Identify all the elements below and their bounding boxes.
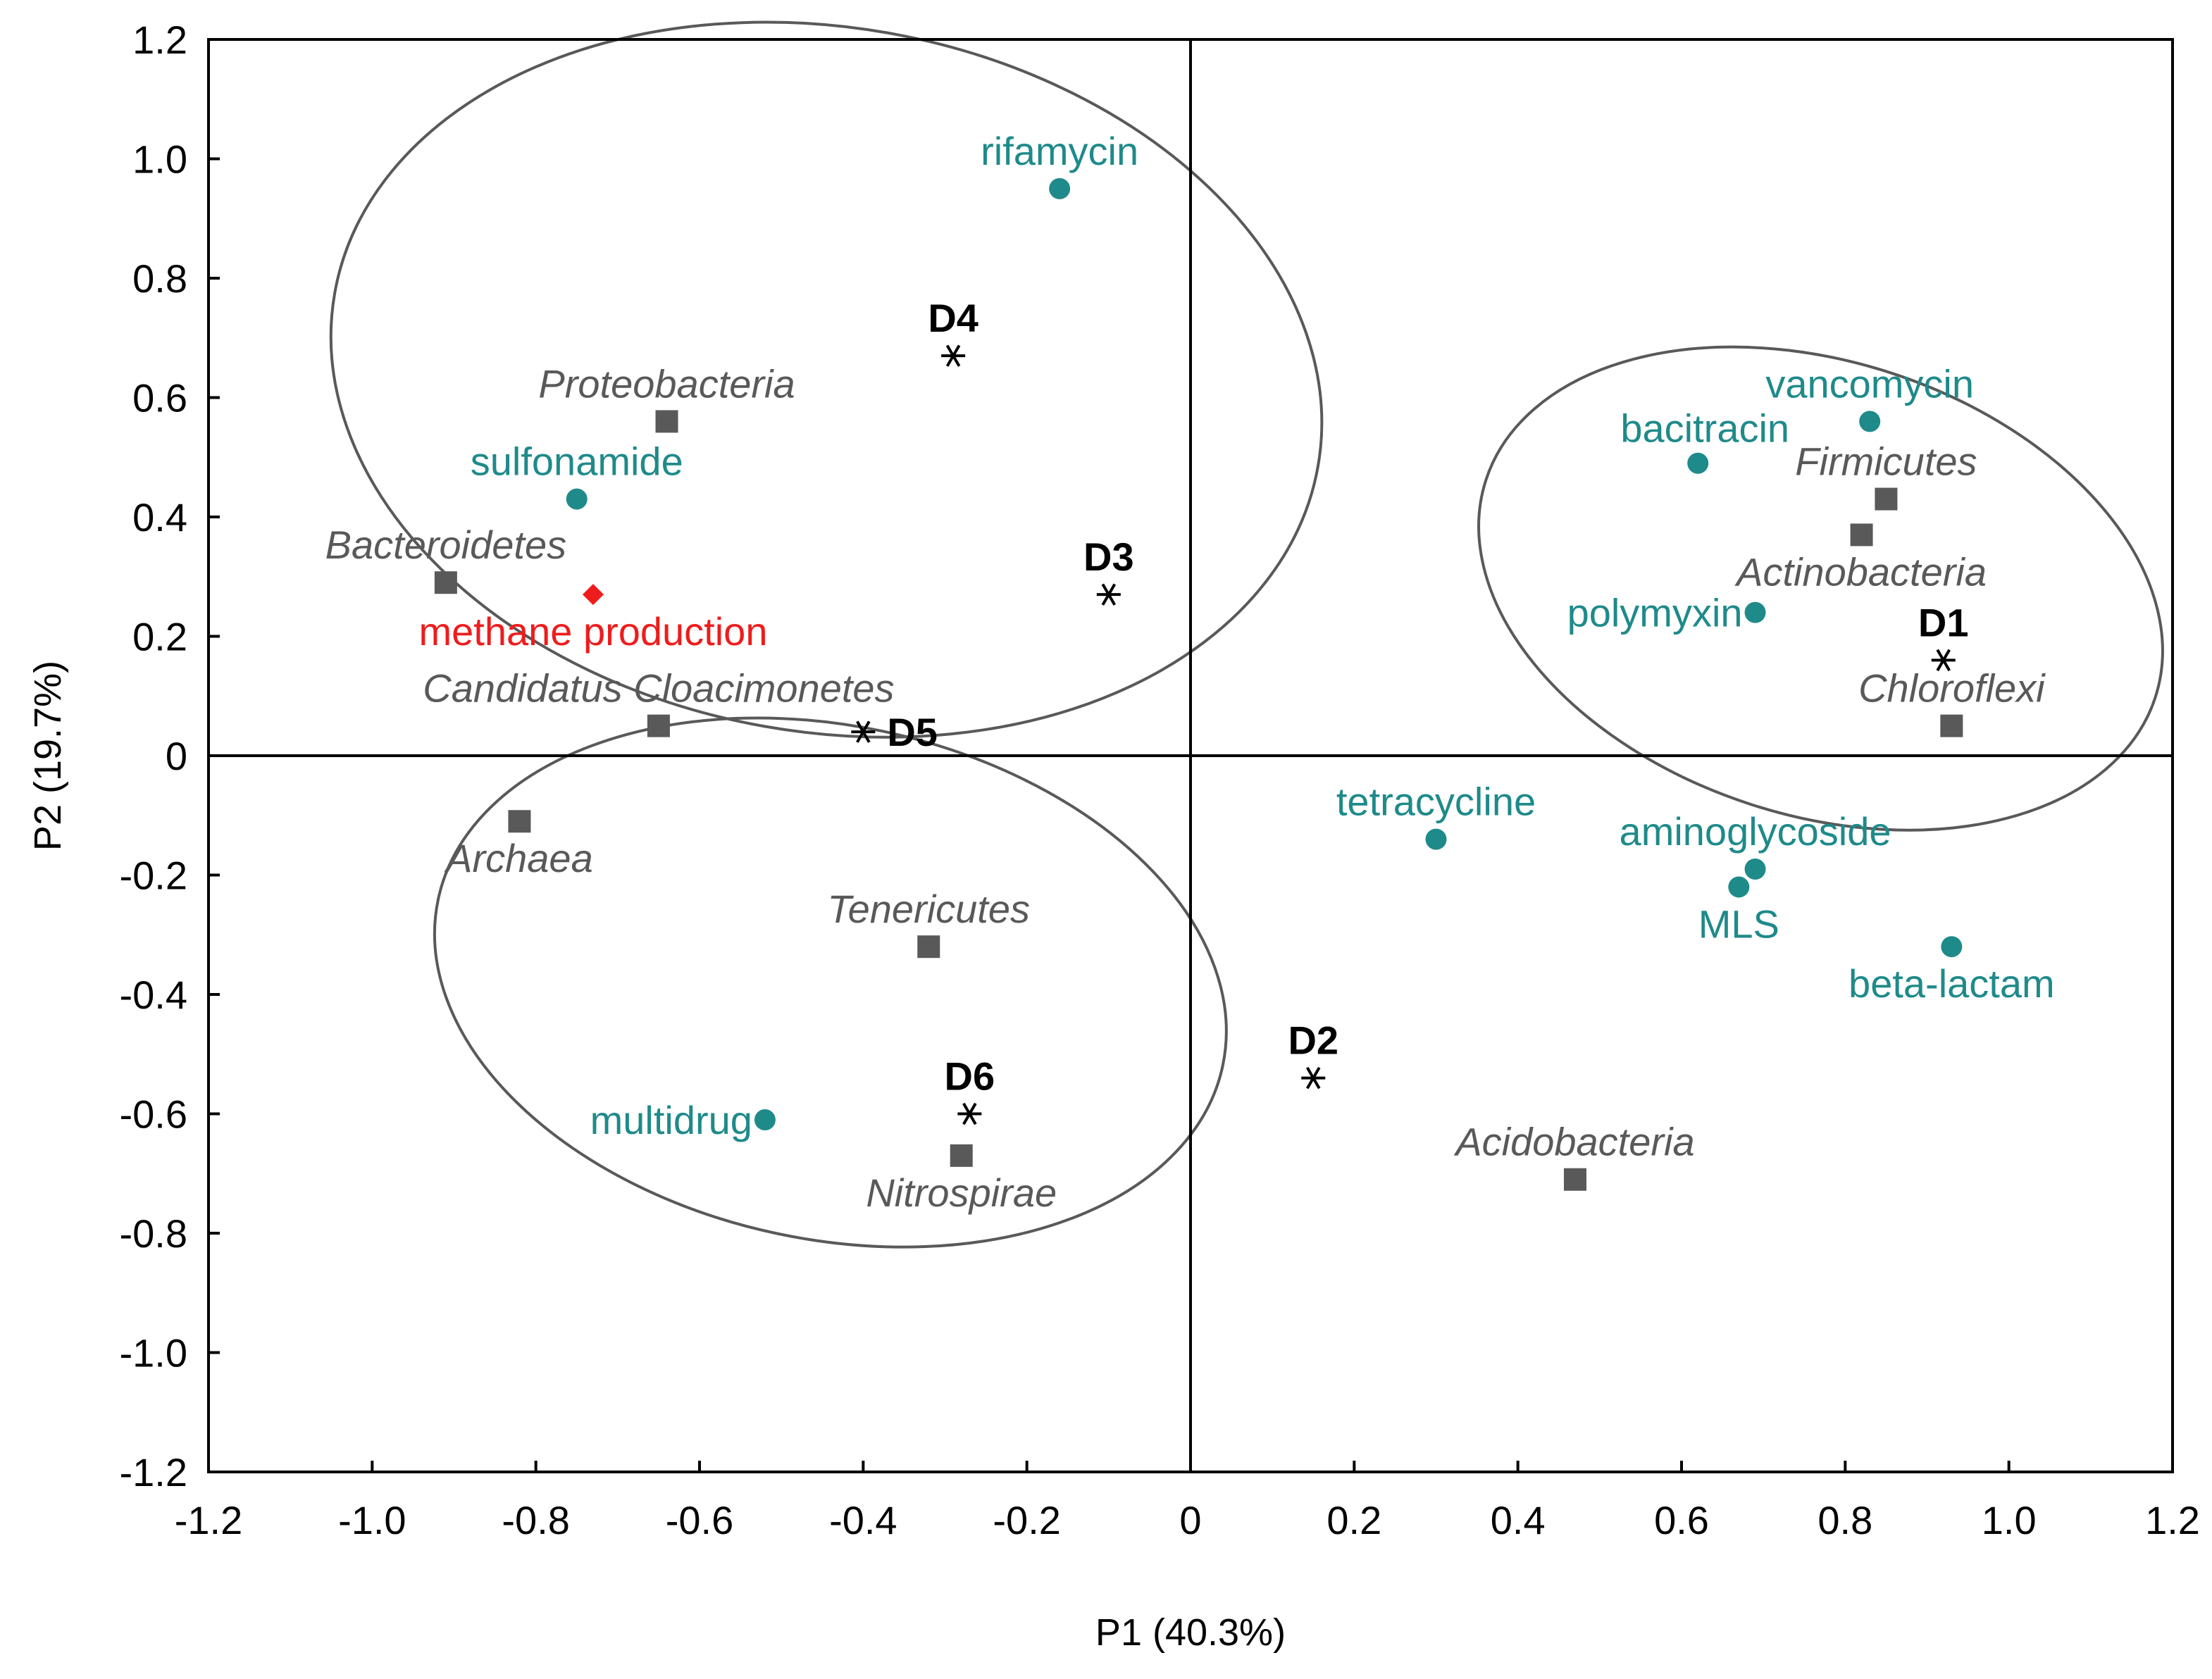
data-points: Proteobacteria Bacteroidetes Candidatus Cl… <box>325 129 2055 1215</box>
taxon-marker <box>1940 714 1963 737</box>
x-tick-label: -1.0 <box>338 1498 406 1542</box>
sample-label: D4 <box>928 296 978 340</box>
resistance-gene-marker <box>1859 411 1881 432</box>
y-tick-label: 0 <box>166 734 187 778</box>
taxon-marker <box>647 714 670 737</box>
taxon-marker <box>1875 487 1898 511</box>
resistance-gene-marker <box>1941 936 1963 958</box>
x-tick-label: -0.4 <box>829 1498 897 1542</box>
resistance-gene-label: rifamycin <box>981 129 1138 173</box>
taxon-marker <box>917 935 940 959</box>
y-tick-label: -1.2 <box>120 1450 188 1494</box>
taxon-marker <box>950 1144 973 1167</box>
taxon-label: Nitrospirae <box>866 1171 1057 1215</box>
resistance-gene-label: MLS <box>1698 901 1779 946</box>
taxon-label: Proteobacteria <box>538 361 795 406</box>
y-tick-label: 0.6 <box>132 376 187 420</box>
x-tick-label: 0.6 <box>1654 1498 1709 1542</box>
x-tick-label: 0.4 <box>1491 1498 1546 1542</box>
y-tick-label: 0.2 <box>132 615 187 659</box>
sample-label: D2 <box>1288 1018 1338 1063</box>
x-axis-title: P1 (40.3%) <box>1095 1611 1286 1654</box>
sample-marker <box>1931 649 1956 672</box>
sample-marker <box>957 1102 982 1125</box>
taxon-marker <box>1850 523 1873 547</box>
sample-label: D3 <box>1083 535 1134 579</box>
x-tick-label: -0.2 <box>993 1498 1061 1542</box>
resistance-gene-label: sulfonamide <box>471 439 683 484</box>
resistance-gene-label: beta-lactam <box>1848 961 2055 1006</box>
taxon-label: Firmicutes <box>1795 439 1977 484</box>
y-tick-label: 1.0 <box>132 137 187 182</box>
resistance-gene-label: tetracycline <box>1336 780 1536 824</box>
taxon-label: Actinobacteria <box>1734 549 1987 594</box>
taxon-label: Archaea <box>444 836 593 880</box>
x-tick-label: -0.6 <box>666 1498 734 1542</box>
sample-marker <box>1096 583 1121 606</box>
x-tick-label: 0.2 <box>1326 1498 1381 1542</box>
taxon-marker <box>1563 1168 1586 1191</box>
sample-marker <box>941 344 966 367</box>
taxon-marker <box>655 410 678 433</box>
resistance-gene-label: vancomycin <box>1765 361 1974 406</box>
resistance-gene-marker <box>1425 828 1447 850</box>
x-tick-label: 1.0 <box>1982 1498 2037 1542</box>
y-tick-label: 0.8 <box>132 256 187 301</box>
resistance-gene-marker <box>1049 177 1071 199</box>
taxon-label: Acidobacteria <box>1453 1120 1694 1164</box>
x-tick-label: 0 <box>1179 1498 1201 1542</box>
sample-marker <box>1301 1066 1326 1090</box>
x-tick-label: 0.8 <box>1818 1498 1872 1542</box>
y-axis-title: P2 (19.7%) <box>27 661 69 851</box>
group-ellipse <box>433 716 1228 1249</box>
group-ellipses <box>329 20 2164 1249</box>
variable-label: methane production <box>418 609 767 654</box>
resistance-gene-marker <box>566 488 588 510</box>
resistance-gene-marker <box>1744 601 1766 623</box>
resistance-gene-label: aminoglycoside <box>1620 809 1891 854</box>
y-tick-label: -0.4 <box>120 973 188 1017</box>
taxon-label: Tenericutes <box>828 887 1030 931</box>
y-tick-label: -0.6 <box>120 1092 188 1137</box>
group-ellipse <box>329 20 1324 739</box>
x-tick-label: -0.8 <box>502 1498 570 1542</box>
taxon-label: Bacteroidetes <box>325 523 566 567</box>
y-tick-label: 1.2 <box>132 18 187 62</box>
y-tick-label: -0.2 <box>120 854 188 898</box>
resistance-gene-marker <box>1728 876 1750 898</box>
variable-marker <box>582 584 604 606</box>
resistance-gene-marker <box>754 1109 776 1130</box>
sample-label: D6 <box>945 1054 995 1099</box>
resistance-gene-marker <box>1687 452 1709 474</box>
y-tick-label: 0.4 <box>132 495 187 539</box>
sample-label: D1 <box>1918 600 1969 644</box>
group-ellipse <box>1477 345 2164 832</box>
x-tick-label: -1.2 <box>175 1498 243 1542</box>
resistance-gene-marker <box>1744 859 1766 880</box>
y-tick-label: -1.0 <box>120 1331 188 1375</box>
y-tick-label: -0.8 <box>120 1211 188 1256</box>
axis-ticks: -1.2 -1.0 -0.8 -0.6 -0.4 -0.2 0 0.2 0.4 0.6 0.8 1.0… <box>120 18 2200 1542</box>
resistance-gene-label: multidrug <box>590 1098 752 1142</box>
taxon-label: Candidatus Cloacimonetes <box>423 666 894 711</box>
taxon-marker <box>508 810 531 833</box>
x-tick-label: 1.2 <box>2145 1498 2200 1542</box>
taxon-marker <box>434 571 457 594</box>
resistance-gene-label: polymyxin <box>1567 591 1743 635</box>
sample-label: D5 <box>887 710 938 754</box>
resistance-gene-label: bacitracin <box>1620 406 1789 451</box>
sample-marker <box>851 720 876 743</box>
taxon-label: Chloroflexi <box>1858 666 2046 711</box>
